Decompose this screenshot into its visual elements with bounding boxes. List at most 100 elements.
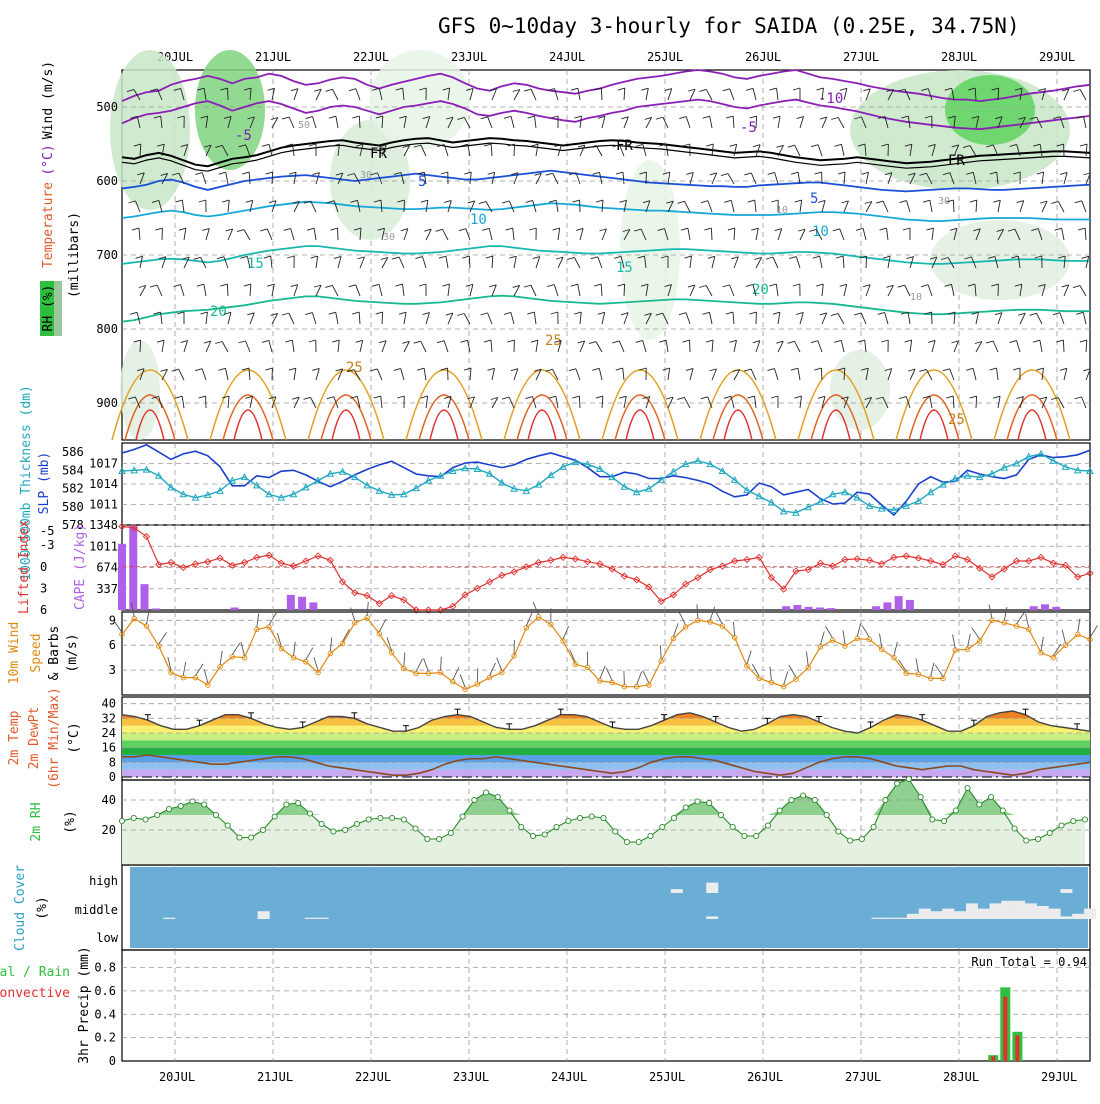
wind-barb-flag bbox=[572, 396, 579, 398]
rh2m-marker bbox=[284, 802, 289, 807]
rh2m-marker bbox=[413, 826, 418, 831]
wind-barb-flag bbox=[372, 284, 379, 286]
chart-title: GFS 0~10day 3-hourly for SAIDA (0.25E, 3… bbox=[438, 14, 1020, 38]
wind-barb-flag bbox=[811, 341, 818, 343]
cape-bar bbox=[883, 602, 891, 610]
rh2m-marker bbox=[1071, 818, 1076, 823]
wind-barb bbox=[751, 173, 756, 184]
wind-barb-flag bbox=[818, 200, 825, 202]
wind-barb bbox=[910, 340, 912, 352]
rh2m-marker bbox=[742, 833, 747, 838]
wind-barb-flag bbox=[462, 256, 469, 258]
wind-barb-flag bbox=[706, 340, 713, 342]
wind-barb-flag bbox=[861, 172, 868, 174]
wind-barb-flag bbox=[833, 229, 840, 231]
date-label-top: 27JUL bbox=[843, 50, 879, 64]
wind-barb bbox=[1084, 116, 1086, 128]
cape-tick-label: 674 bbox=[96, 561, 118, 575]
wind-barb-flag bbox=[524, 89, 531, 91]
wind-barb bbox=[182, 396, 184, 408]
wind-barb bbox=[514, 144, 515, 156]
wind-barb-flag bbox=[352, 312, 359, 314]
wind-barb bbox=[690, 256, 691, 268]
wind10m-barb bbox=[972, 628, 980, 639]
wind-barb bbox=[470, 368, 471, 380]
wind-barb bbox=[509, 397, 514, 408]
rh2m-marker bbox=[390, 815, 395, 820]
rh2m-marker bbox=[354, 821, 359, 826]
wind-barb-flag bbox=[327, 397, 334, 399]
wind-barb bbox=[663, 117, 668, 128]
wind-barb-flag bbox=[771, 200, 778, 202]
wind-barb-flag bbox=[677, 397, 684, 399]
wind-barb-flag bbox=[573, 200, 580, 202]
wind-barb bbox=[997, 368, 998, 380]
wind-barb-flag bbox=[1033, 340, 1040, 342]
wind-barb-flag bbox=[592, 368, 599, 370]
wind-barb-flag bbox=[547, 285, 554, 287]
rh2m-area-mid bbox=[122, 779, 1085, 865]
wind10m-barb bbox=[1016, 613, 1024, 625]
temperature-label: Temperature bbox=[41, 182, 56, 268]
wind-barb-flag bbox=[574, 116, 581, 118]
wind-barb bbox=[778, 116, 780, 128]
cape-bar bbox=[816, 607, 824, 610]
wind-barb bbox=[294, 285, 298, 296]
wind10m-label-a: 10m Wind bbox=[7, 622, 22, 685]
wind-barb bbox=[316, 173, 320, 184]
wind-barb-flag bbox=[678, 201, 685, 203]
wind-barb-flag bbox=[835, 144, 842, 146]
wind-barb-flag bbox=[175, 396, 182, 398]
lifted-index-line bbox=[122, 526, 1090, 610]
wind10m-barb bbox=[563, 626, 568, 639]
wind-barb-flag bbox=[796, 312, 803, 314]
slp-tick-label: 1011 bbox=[89, 498, 118, 512]
wind-barb-flag bbox=[331, 228, 338, 230]
wind-barb-flag bbox=[970, 396, 977, 398]
isotherm-30-arch bbox=[517, 395, 567, 440]
wind-barb-flag bbox=[244, 284, 251, 286]
wind-barb-flag bbox=[326, 89, 333, 91]
date-label-top: 26JUL bbox=[745, 50, 781, 64]
date-label-top: 24JUL bbox=[549, 50, 585, 64]
wind-barb-flag bbox=[132, 228, 139, 230]
cloud-middle-bar bbox=[305, 918, 317, 919]
temp-band bbox=[122, 733, 1090, 740]
precip-tick-label: 0.6 bbox=[94, 984, 116, 998]
rh2m-marker bbox=[695, 799, 700, 804]
wind-barb-flag bbox=[313, 173, 320, 175]
wind-barb bbox=[976, 200, 977, 212]
cloud-middle-bar bbox=[872, 918, 884, 919]
wind-barb-flag bbox=[836, 256, 843, 258]
wind-barb-flag bbox=[195, 369, 202, 371]
wind10m-barb bbox=[857, 623, 861, 637]
wind-barb bbox=[885, 312, 888, 324]
cape-bar bbox=[1041, 604, 1049, 610]
wind-barb bbox=[774, 369, 778, 380]
wind-barb bbox=[470, 172, 471, 184]
wind-barb-flag bbox=[795, 200, 802, 202]
wind-barb-flag bbox=[285, 340, 292, 342]
wind-barb-flag bbox=[816, 284, 823, 286]
wind-barb-flag bbox=[791, 368, 798, 370]
wind-barb bbox=[998, 88, 999, 100]
wind10m-barb bbox=[931, 663, 934, 677]
rh2m-marker bbox=[624, 839, 629, 844]
wind-barb bbox=[382, 341, 386, 352]
rh2m-marker bbox=[1035, 836, 1040, 841]
isotherm-35-arch bbox=[528, 410, 556, 440]
rh2m-marker bbox=[683, 805, 688, 810]
contour-label: 25 bbox=[948, 412, 965, 428]
isotherm-25-arch bbox=[700, 370, 776, 440]
rh2m-marker bbox=[260, 827, 265, 832]
date-label-bottom: 21JUL bbox=[257, 1070, 293, 1084]
wind-barb-flag bbox=[993, 396, 1000, 398]
cloud-middle-bar bbox=[1072, 914, 1084, 919]
wind10m-tick-label: 9 bbox=[109, 613, 116, 627]
rh2m-marker bbox=[660, 824, 665, 829]
wind-barb-flag bbox=[444, 200, 451, 202]
rh2m-marker bbox=[906, 776, 911, 781]
wind-barb bbox=[228, 396, 229, 408]
wind10m-barb bbox=[894, 642, 897, 656]
